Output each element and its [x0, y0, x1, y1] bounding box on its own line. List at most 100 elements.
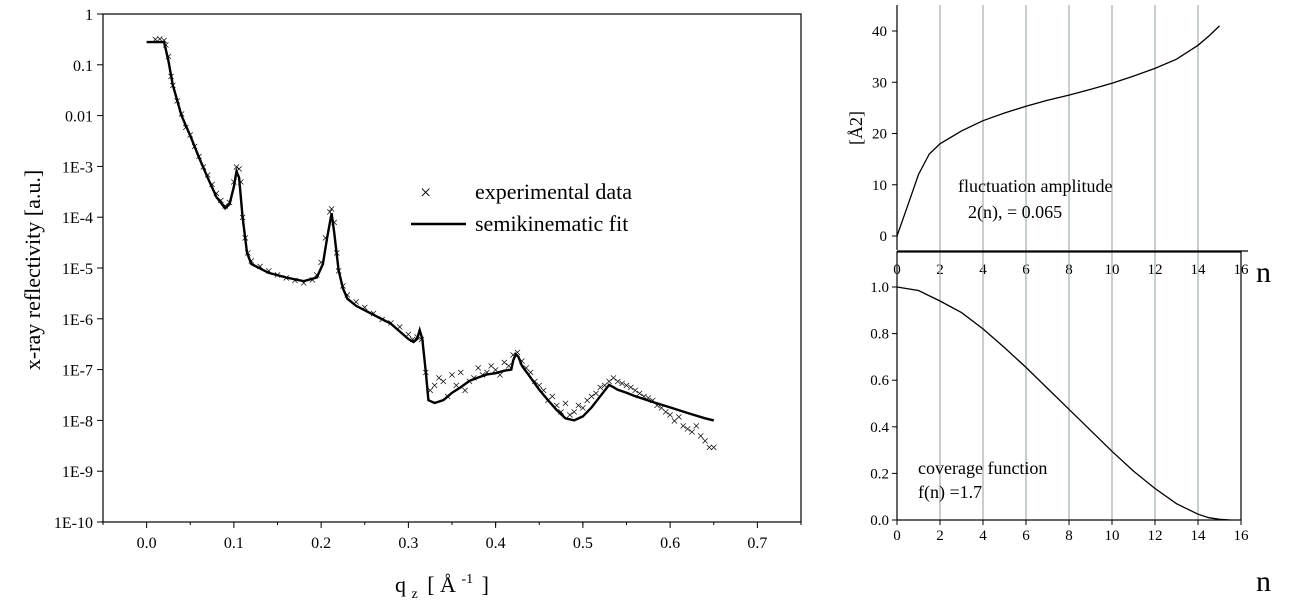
x-tick-label: 0.2 [311, 535, 331, 552]
fluctuation-y-tick-label: 30 [872, 75, 887, 91]
coverage-x-tick-label: 14 [1191, 528, 1207, 544]
experimental-point: × [631, 384, 639, 399]
reflectivity-chart: 0.0 0.1 0.2 0.3 0.4 0.5 0.6 0.7 1 0.1 0.01 1E-3 1E-… [20, 7, 802, 603]
experimental-point: × [487, 360, 495, 375]
experimental-point: × [609, 371, 617, 386]
fluctuation-y-axis-label: [Å2] [846, 111, 866, 145]
experimental-point: × [317, 256, 325, 271]
coverage-x-tick-label: 6 [1022, 528, 1030, 544]
experimental-point: × [431, 379, 439, 394]
coverage-x-tick-label: 16 [1234, 528, 1250, 544]
experimental-point: × [352, 295, 360, 310]
experimental-point: × [233, 160, 241, 175]
x-label-q: q [395, 572, 406, 597]
experimental-point: × [701, 435, 709, 450]
experimental-point: × [601, 379, 609, 394]
experimental-point: × [553, 399, 561, 414]
experimental-point: × [540, 384, 548, 399]
experimental-point: × [710, 441, 718, 456]
x-tick-label: 0.3 [398, 535, 418, 552]
y-tick-label: 1E-5 [62, 261, 93, 278]
y-tick-label: 1E-9 [62, 464, 93, 481]
x-tick-label: 0.7 [747, 535, 767, 552]
y-tick-label: 1E-6 [62, 312, 93, 329]
reflectivity-x-axis-label: q z [ Å -1 ] [395, 563, 489, 603]
experimental-point: × [671, 414, 679, 429]
experimental-point: × [235, 163, 243, 178]
experimental-point: × [666, 409, 674, 424]
fluctuation-y-tick-label: 40 [872, 24, 887, 40]
coverage-x-tick-label: 8 [1065, 528, 1073, 544]
experimental-point: × [605, 375, 613, 390]
experimental-point: × [300, 276, 308, 291]
experimental-point: × [640, 390, 648, 405]
experimental-point: × [675, 410, 683, 425]
experimental-point: × [653, 399, 661, 414]
y-tick-label: 1 [85, 7, 93, 24]
experimental-point: × [705, 441, 713, 456]
experimental-point: × [618, 377, 626, 392]
x-tick-label: 0.0 [137, 535, 157, 552]
experimental-point: × [496, 369, 504, 384]
coverage-annotation-formula: f(n) =1.7 [918, 482, 982, 503]
experimental-point: × [322, 231, 330, 246]
experimental-point: × [522, 361, 530, 376]
reflectivity-plot-frame [102, 13, 802, 523]
legend-marker-experimental: × [420, 182, 431, 204]
experimental-point: × [692, 419, 700, 434]
experimental-point: × [404, 328, 412, 343]
experimental-point: × [561, 397, 569, 412]
x-label-sub: z [412, 587, 418, 602]
experimental-point: × [461, 384, 469, 399]
experimental-point: × [614, 375, 622, 390]
experimental-point: × [500, 356, 508, 371]
reflectivity-data-points: ×××××××××××××××××××××××××××× × × × × × × ××××××… [151, 32, 717, 456]
experimental-point: × [457, 366, 465, 381]
fluctuation-line [896, 25, 1220, 237]
y-tick-label: 0.01 [65, 109, 93, 126]
experimental-point: × [592, 387, 600, 402]
coverage-y-tick-label: 0.8 [870, 327, 889, 343]
experimental-point: × [684, 422, 692, 437]
experimental-point: × [657, 401, 665, 416]
x-tick-label: 0.4 [486, 535, 506, 552]
experimental-point: × [396, 321, 404, 336]
experimental-point: × [662, 405, 670, 420]
experimental-point: × [688, 426, 696, 441]
fluctuation-annotation-formula: 2(n), = 0.065 [968, 202, 1062, 223]
reflectivity-y-axis-label: x-ray reflectivity [a.u.] [20, 170, 45, 370]
legend-label-fit: semikinematic fit [475, 211, 628, 236]
experimental-point: × [492, 364, 500, 379]
experimental-point: × [156, 32, 164, 47]
experimental-point: × [435, 371, 443, 386]
experimental-point: × [361, 301, 369, 316]
experimental-point: × [282, 272, 290, 287]
experimental-point: × [439, 375, 447, 390]
x-tick-label: 0.1 [224, 535, 244, 552]
x-label-unit: [ Å [427, 572, 456, 597]
fluctuation-y-tick-label: 10 [872, 178, 887, 194]
experimental-point: × [636, 387, 644, 402]
y-tick-label: 1E-4 [62, 210, 93, 227]
experimental-point: × [548, 390, 556, 405]
y-tick-label: 0.1 [73, 58, 93, 75]
coverage-annotation-title: coverage function [918, 458, 1047, 478]
y-tick-label: 1E-10 [54, 515, 93, 532]
experimental-point: × [474, 361, 482, 376]
experimental-point: × [623, 379, 631, 394]
experimental-point: × [151, 33, 159, 48]
experimental-point: × [697, 430, 705, 445]
experimental-point: × [426, 384, 434, 399]
experimental-point: × [575, 399, 583, 414]
reflectivity-legend: × experimental data semikinematic fit [411, 179, 632, 236]
experimental-point: × [452, 379, 460, 394]
y-tick-label: 1E-8 [62, 413, 93, 430]
y-tick-label: 1E-3 [62, 159, 93, 176]
experimental-point: × [527, 366, 535, 381]
coverage-line [896, 286, 1231, 521]
experimental-point: × [308, 273, 316, 288]
experimental-point: × [644, 392, 652, 407]
reflectivity-y-ticks: 1 0.1 0.01 1E-3 1E-4 1E-5 1E-6 1E-7 1E-8 1E-9 1E-1… [54, 7, 103, 532]
x-label-unit-close: ] [482, 572, 489, 597]
